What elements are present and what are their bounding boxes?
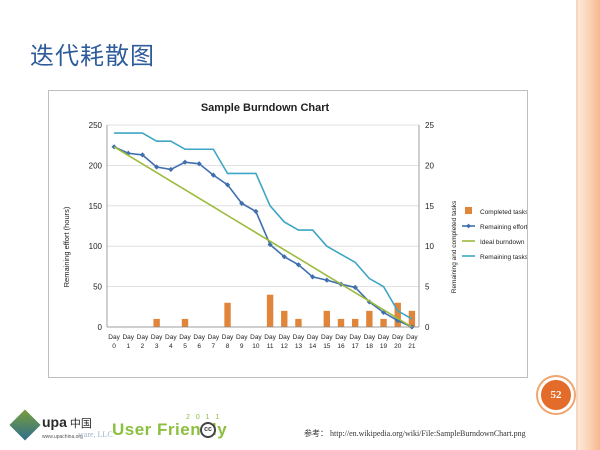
y2-tick-label: 5 [425, 283, 430, 292]
point-remaining-effort [395, 317, 401, 324]
bar-completed-tasks [295, 318, 302, 327]
x-tick-label: Day 20 [392, 334, 404, 350]
line-remaining-tasks [114, 132, 413, 320]
x-tick-label: Day 13 [293, 334, 305, 350]
y2-axis-label: Remaining and completed tasks [451, 200, 458, 293]
y-tick-label: 100 [89, 242, 103, 251]
bar-layer [153, 294, 416, 327]
x-tick-label: Day 8 [222, 334, 234, 350]
y2-tick-label: 0 [425, 323, 430, 332]
x-tick-label: Day 16 [335, 334, 347, 350]
x-tick-label: Day 2 [137, 334, 149, 350]
bar-completed-tasks [266, 294, 274, 327]
x-tick-label: Day 17 [349, 334, 361, 350]
creative-commons-icon: cc [200, 422, 216, 438]
x-tick-label: Day 0 [108, 334, 120, 350]
point-remaining-effort [182, 159, 188, 165]
point-remaining-effort [380, 309, 387, 316]
line-ideal-burndown [113, 146, 413, 328]
point-remaining-effort [239, 200, 245, 206]
upa-logo-text: upa 中国 [42, 414, 92, 431]
y-tick-label: 50 [93, 283, 102, 292]
y-axis-label: Remaining effort (hours) [62, 206, 71, 287]
point-remaining-effort [310, 274, 316, 280]
point-remaining-effort [168, 166, 174, 173]
bar-completed-tasks [281, 310, 288, 327]
x-tick-label: Day 5 [179, 334, 191, 350]
x-tick-label: Day 4 [165, 334, 177, 350]
x-tick-label: Day 6 [193, 334, 205, 350]
legend-label: Completed tasks [480, 209, 527, 216]
legend-label: Remaining tasks [480, 254, 527, 261]
bar-completed-tasks [181, 318, 189, 327]
x-tick-label: Day 3 [151, 334, 163, 350]
x-tick-label: Day 11 [264, 334, 276, 350]
legend-swatch [465, 207, 472, 214]
point-remaining-effort [210, 172, 216, 178]
x-tick-label: Day 10 [250, 334, 262, 350]
legend: Completed tasks Remaining effort Ideal bur… [462, 207, 527, 261]
line-layer [111, 132, 415, 330]
bar-completed-tasks [351, 318, 359, 327]
burndown-chart: Sample Burndown Chart Remaining effort (… [62, 102, 527, 350]
chart-frame: Sample Burndown Chart Remaining effort (… [48, 90, 528, 378]
bar-completed-tasks [323, 310, 331, 327]
legend-label: Remaining effort [480, 224, 527, 231]
x-tick-label: Day 15 [321, 334, 333, 350]
upa-logo-suffix: 中国 [69, 418, 92, 430]
upa-logo-mark [9, 409, 41, 441]
bar-completed-tasks [366, 310, 373, 327]
x-tick-label: Day 9 [236, 334, 248, 350]
upa-logo-name: upa [42, 414, 67, 430]
x-tick-label: Day 12 [278, 334, 290, 350]
right-decorative-band [578, 0, 600, 450]
bar-completed-tasks [337, 318, 345, 327]
legend-label: Ideal burndown [480, 239, 525, 246]
upa-logo: upa 中国 www.upachina.org [8, 409, 108, 446]
bar-completed-tasks [153, 318, 160, 327]
y2-tick-label: 15 [425, 202, 434, 211]
y-tick-label: 200 [89, 161, 103, 170]
y2-tick-label: 10 [425, 242, 434, 251]
point-remaining-effort [196, 161, 202, 167]
x-tick-label: Day 21 [406, 334, 418, 350]
x-tick-label: Day 14 [307, 334, 319, 350]
y2-tick-label: 25 [425, 121, 434, 130]
y-tick-label: 250 [89, 121, 103, 130]
y-tick-label: 150 [89, 202, 103, 211]
user-friendly-year: 2 0 1 1 [186, 414, 222, 421]
point-remaining-effort [281, 254, 287, 260]
x-tick-label: Day 1 [122, 334, 134, 350]
x-tick-label: Day 18 [364, 334, 376, 350]
page-number-badge: 52 [538, 377, 574, 413]
point-remaining-effort [324, 277, 330, 283]
bar-completed-tasks [380, 318, 387, 327]
upa-logo-url: www.upachina.org [42, 434, 83, 440]
x-tick-label: Day 7 [208, 334, 220, 350]
y-tick-label: 0 [98, 323, 103, 332]
line-remaining-effort [113, 146, 413, 328]
user-friendly-logo: User Friendly [112, 420, 228, 439]
chart-title: Sample Burndown Chart [201, 102, 330, 114]
right-decorative-line [576, 0, 578, 450]
y2-tick-label: 20 [425, 161, 434, 170]
bar-completed-tasks [394, 302, 401, 327]
bar-completed-tasks [224, 302, 231, 327]
point-remaining-effort [224, 182, 231, 188]
legend-marker [466, 223, 471, 229]
faded-caption: ware, LLC [78, 430, 113, 439]
reference-link[interactable]: 参考： http://en.wikipedia.org/wiki/File:Sa… [304, 429, 526, 438]
x-tick-label: Day 19 [378, 334, 390, 350]
point-remaining-effort [154, 164, 160, 170]
slide-title: 迭代耗散图 [30, 42, 155, 70]
